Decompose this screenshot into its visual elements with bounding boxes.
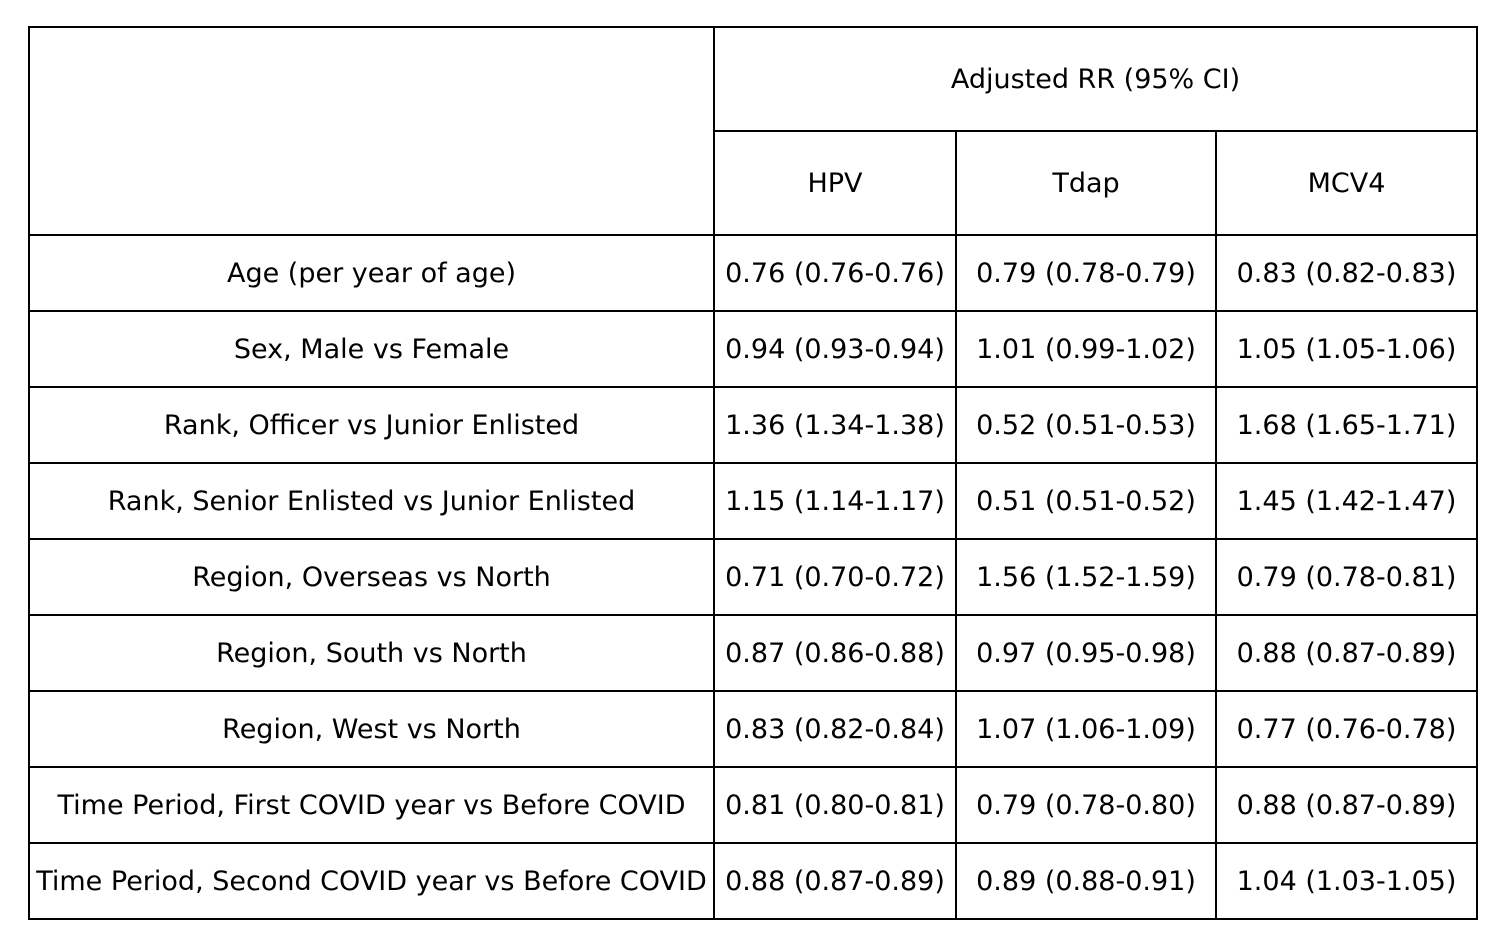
row-label: Region, Overseas vs North bbox=[28, 538, 715, 616]
cell-hpv: 0.71 (0.70-0.72) bbox=[713, 538, 957, 616]
cell-tdap: 1.01 (0.99-1.02) bbox=[955, 310, 1217, 388]
cell-tdap: 0.79 (0.78-0.79) bbox=[955, 234, 1217, 312]
cell-tdap: 1.56 (1.52-1.59) bbox=[955, 538, 1217, 616]
row-label: Rank, Senior Enlisted vs Junior Enlisted bbox=[28, 462, 715, 540]
row-label: Sex, Male vs Female bbox=[28, 310, 715, 388]
table-row: Age (per year of age) 0.76 (0.76-0.76) 0… bbox=[28, 234, 1478, 312]
cell-mcv4: 1.04 (1.03-1.05) bbox=[1215, 842, 1478, 920]
table-row: Region, Overseas vs North 0.71 (0.70-0.7… bbox=[28, 538, 1478, 616]
cell-tdap: 0.89 (0.88-0.91) bbox=[955, 842, 1217, 920]
cell-hpv: 0.88 (0.87-0.89) bbox=[713, 842, 957, 920]
table-row: Rank, Senior Enlisted vs Junior Enlisted… bbox=[28, 462, 1478, 540]
cell-tdap: 1.07 (1.06-1.09) bbox=[955, 690, 1217, 768]
table-row: Rank, Officer vs Junior Enlisted 1.36 (1… bbox=[28, 386, 1478, 464]
row-label: Region, South vs North bbox=[28, 614, 715, 692]
cell-tdap: 0.79 (0.78-0.80) bbox=[955, 766, 1217, 844]
header-row-group: Adjusted RR (95% CI) bbox=[28, 26, 1478, 236]
column-header-tdap: Tdap bbox=[955, 130, 1217, 236]
table-row: Time Period, First COVID year vs Before … bbox=[28, 766, 1478, 844]
cell-hpv: 1.36 (1.34-1.38) bbox=[713, 386, 957, 464]
cell-hpv: 0.94 (0.93-0.94) bbox=[713, 310, 957, 388]
adjusted-rr-table: Adjusted RR (95% CI) HPV Tdap MCV4 Age (… bbox=[28, 26, 1478, 920]
row-label: Time Period, Second COVID year vs Before… bbox=[28, 842, 715, 920]
table-row: Region, South vs North 0.87 (0.86-0.88) … bbox=[28, 614, 1478, 692]
cell-tdap: 0.51 (0.51-0.52) bbox=[955, 462, 1217, 540]
cell-tdap: 0.97 (0.95-0.98) bbox=[955, 614, 1217, 692]
empty-corner-cell bbox=[28, 26, 715, 236]
column-header-mcv4: MCV4 bbox=[1215, 130, 1478, 236]
cell-mcv4: 0.88 (0.87-0.89) bbox=[1215, 766, 1478, 844]
cell-mcv4: 0.77 (0.76-0.78) bbox=[1215, 690, 1478, 768]
cell-mcv4: 0.83 (0.82-0.83) bbox=[1215, 234, 1478, 312]
table-row: Time Period, Second COVID year vs Before… bbox=[28, 842, 1478, 920]
cell-mcv4: 1.05 (1.05-1.06) bbox=[1215, 310, 1478, 388]
column-header-hpv: HPV bbox=[713, 130, 957, 236]
cell-mcv4: 1.68 (1.65-1.71) bbox=[1215, 386, 1478, 464]
cell-hpv: 0.87 (0.86-0.88) bbox=[713, 614, 957, 692]
row-label: Rank, Officer vs Junior Enlisted bbox=[28, 386, 715, 464]
group-header-adjusted-rr: Adjusted RR (95% CI) bbox=[713, 26, 1478, 132]
cell-mcv4: 0.88 (0.87-0.89) bbox=[1215, 614, 1478, 692]
cell-hpv: 0.76 (0.76-0.76) bbox=[713, 234, 957, 312]
table-row: Sex, Male vs Female 0.94 (0.93-0.94) 1.0… bbox=[28, 310, 1478, 388]
cell-tdap: 0.52 (0.51-0.53) bbox=[955, 386, 1217, 464]
cell-hpv: 1.15 (1.14-1.17) bbox=[713, 462, 957, 540]
header-row-columns: HPV Tdap MCV4 bbox=[29, 130, 1478, 236]
cell-mcv4: 1.45 (1.42-1.47) bbox=[1215, 462, 1478, 540]
cell-hpv: 0.81 (0.80-0.81) bbox=[713, 766, 957, 844]
cell-mcv4: 0.79 (0.78-0.81) bbox=[1215, 538, 1478, 616]
row-label: Region, West vs North bbox=[28, 690, 715, 768]
row-label: Time Period, First COVID year vs Before … bbox=[28, 766, 715, 844]
cell-hpv: 0.83 (0.82-0.84) bbox=[713, 690, 957, 768]
row-label: Age (per year of age) bbox=[28, 234, 715, 312]
table-row: Region, West vs North 0.83 (0.82-0.84) 1… bbox=[28, 690, 1478, 768]
